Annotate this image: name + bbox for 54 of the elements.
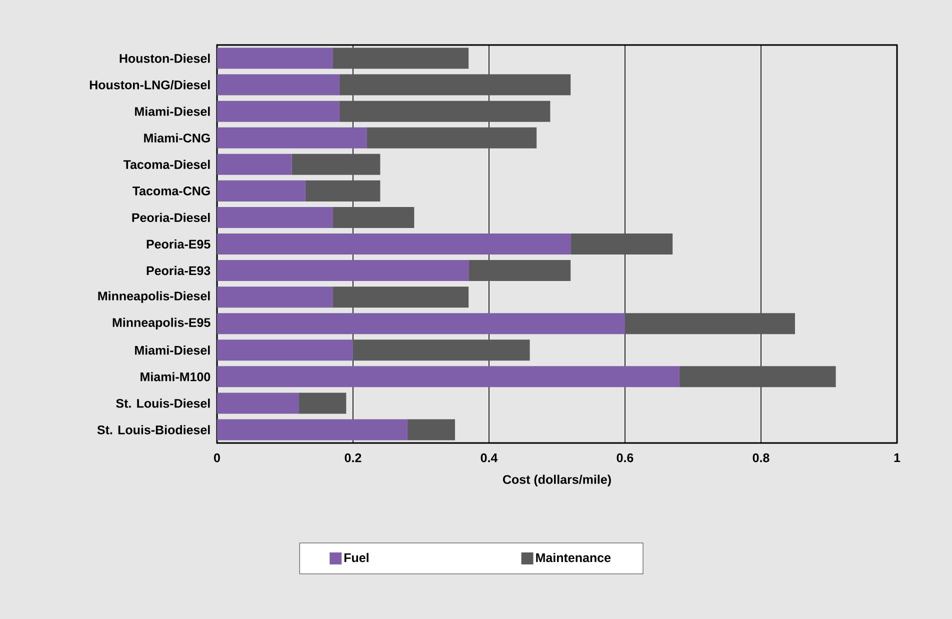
- bar: [217, 100, 340, 122]
- bar: [217, 234, 571, 255]
- bar: [366, 127, 537, 148]
- bar: [217, 206, 333, 228]
- y-tick-label: Tacoma-CNG: [132, 186, 210, 196]
- y-tick-label: Miami-Diesel: [135, 106, 210, 116]
- y-tick-label: Houston-Diesel: [120, 54, 210, 63]
- bar: [468, 260, 571, 282]
- bar: [217, 392, 299, 414]
- y-tick-label: Peoria-Diesel: [132, 212, 210, 222]
- bar: [339, 100, 550, 122]
- bar: [217, 313, 626, 334]
- bar: [217, 180, 306, 202]
- bar: [298, 392, 346, 414]
- y-tick-label: St. Louis-Biodiesel: [97, 425, 210, 434]
- legend-label: Maintenance: [536, 552, 611, 562]
- y-tick-label: Miami-CNG: [144, 133, 210, 142]
- y-tick-label: Peoria-E93: [146, 266, 210, 276]
- y-tick-label: Peoria-E95: [146, 239, 210, 249]
- bar: [217, 127, 367, 148]
- y-tick-label: St. Louis-Diesel: [116, 398, 210, 408]
- x-tick-label: 1: [894, 453, 900, 462]
- y-tick-label: Miami-M100: [140, 372, 210, 382]
- y-tick-label: Minneapolis-E95: [112, 318, 210, 330]
- y-tick-label: Tacoma-Diesel: [123, 160, 210, 169]
- x-tick-label: 0: [214, 453, 220, 462]
- x-tick-label: 0.2: [344, 453, 362, 462]
- bar: [217, 154, 292, 175]
- y-tick-label: Miami-Diesel: [135, 346, 210, 355]
- y-tick-label: Houston-LNG/Diesel: [90, 80, 210, 90]
- bar: [217, 260, 469, 282]
- y-tick-label: Minneapolis-Diesel: [98, 291, 210, 303]
- bar: [353, 340, 530, 361]
- bar: [305, 180, 380, 202]
- x-tick-label: 0.8: [752, 453, 770, 462]
- bar: [217, 419, 408, 440]
- bar: [625, 313, 796, 334]
- x-axis-title: Cost (dollars/mile): [503, 474, 611, 486]
- bar: [217, 74, 340, 96]
- x-tick-label: 0.6: [616, 453, 634, 462]
- legend-label: Fuel: [344, 552, 368, 562]
- bar: [339, 74, 571, 96]
- bar: [679, 366, 836, 388]
- x-tick-label: 0.4: [480, 453, 498, 462]
- bar: [570, 234, 673, 255]
- bar: [332, 286, 469, 308]
- bar: [332, 206, 414, 228]
- bar: [407, 419, 456, 440]
- bar: [217, 286, 333, 308]
- bar: [217, 340, 354, 361]
- bar: [292, 154, 380, 175]
- bar: [217, 48, 333, 69]
- bar: [332, 48, 469, 69]
- bar: [217, 366, 680, 388]
